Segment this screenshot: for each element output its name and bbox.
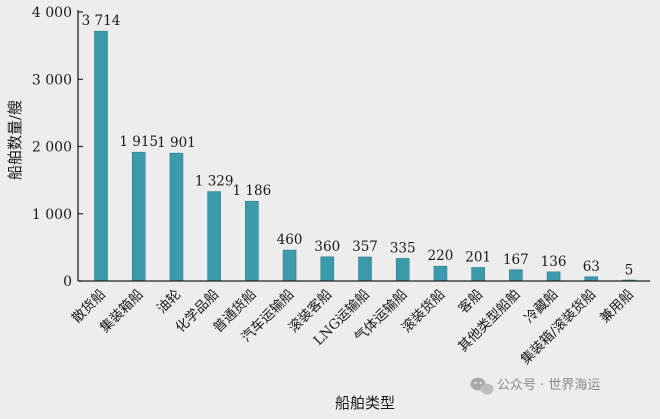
y-tick-label: 1 000: [32, 207, 72, 223]
bar: [471, 267, 485, 282]
y-tick-label: 3 000: [32, 72, 72, 88]
data-label: 460: [277, 232, 303, 248]
bar: [509, 269, 523, 282]
watermark-text: 公众号 · 世界海运: [497, 378, 600, 393]
y-tick-label: 4 000: [32, 5, 72, 21]
data-label: 1 901: [157, 135, 196, 151]
data-label: 136: [541, 254, 567, 270]
bar: [395, 258, 410, 282]
y-tick-label: 0: [63, 274, 72, 290]
data-label: 360: [314, 239, 340, 255]
watermark: 公众号 · 世界海运: [470, 377, 600, 395]
bar: [94, 30, 108, 282]
data-label: 335: [390, 240, 416, 256]
bar: [282, 249, 297, 282]
bar: [131, 151, 146, 282]
y-tick-label: 2 000: [32, 140, 72, 156]
data-label: 63: [583, 259, 600, 275]
bar: [207, 191, 221, 282]
data-label: 5: [625, 263, 634, 279]
bar: [320, 256, 335, 282]
data-label: 201: [465, 249, 491, 265]
x-axis-title: 船舶类型: [335, 394, 395, 412]
y-axis: 0 1 000 2 000 3 000 4 000: [32, 5, 83, 290]
bar: [358, 256, 372, 282]
data-label: 1 329: [195, 174, 234, 190]
data-label: 167: [503, 252, 529, 268]
data-label: 1 915: [119, 134, 158, 150]
data-label: 1 186: [233, 183, 272, 199]
data-label: 220: [428, 248, 454, 264]
y-axis-title: 船舶数量/艘: [6, 100, 24, 180]
bar: [245, 200, 259, 282]
category-label: 兼用船: [597, 287, 637, 327]
data-label: 357: [352, 239, 378, 255]
category-label: 油轮: [154, 287, 184, 317]
bar: [169, 152, 184, 282]
category-label: 客船: [455, 286, 486, 317]
data-label: 3 714: [82, 13, 121, 29]
wechat-icon: [470, 377, 494, 395]
bar: [433, 265, 448, 282]
bar: [546, 271, 561, 282]
